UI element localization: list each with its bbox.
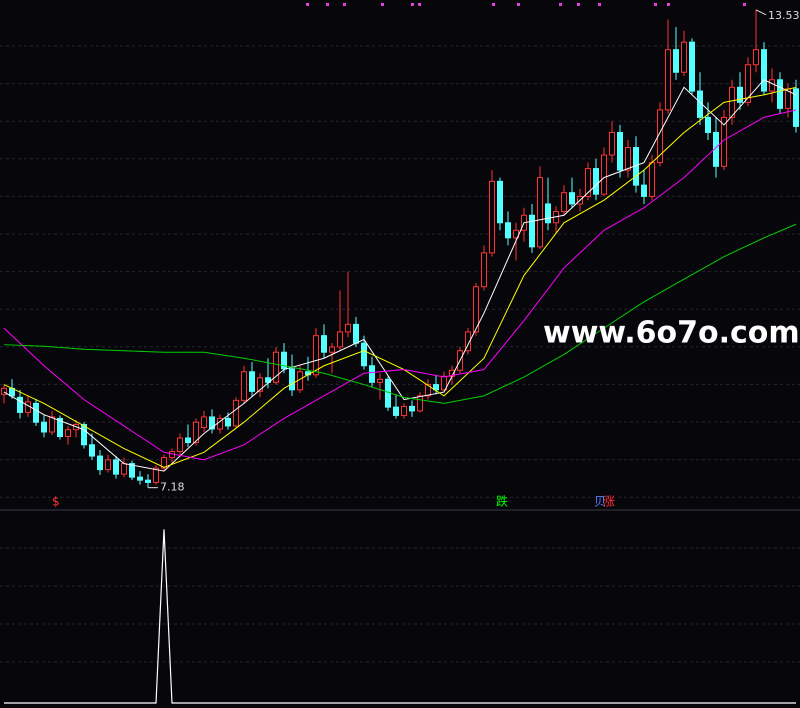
candle-body bbox=[401, 405, 407, 416]
candle-body bbox=[665, 49, 671, 111]
candle-body bbox=[209, 416, 215, 430]
candle-body bbox=[345, 323, 351, 333]
candle-body bbox=[273, 351, 279, 383]
moving-average bbox=[3, 223, 797, 404]
candle-body bbox=[65, 429, 71, 438]
candle-body bbox=[33, 402, 39, 423]
candle-body bbox=[673, 49, 679, 73]
candle-body bbox=[497, 180, 503, 224]
candle-body bbox=[17, 396, 23, 413]
candle-body bbox=[113, 459, 119, 475]
candle-body bbox=[137, 476, 143, 481]
candle-body bbox=[425, 384, 431, 397]
candle-body bbox=[705, 116, 711, 133]
candle-body bbox=[473, 286, 479, 333]
candle-body bbox=[537, 177, 543, 248]
candle-body bbox=[89, 444, 95, 457]
candle-body bbox=[241, 371, 247, 401]
candle-body bbox=[81, 423, 87, 446]
candle-body bbox=[153, 467, 159, 483]
candle-body bbox=[737, 86, 743, 103]
candle-body bbox=[105, 459, 111, 471]
candle-body bbox=[441, 375, 447, 391]
candle-body bbox=[281, 351, 287, 370]
candle-body bbox=[193, 421, 199, 444]
candle-body bbox=[257, 377, 263, 392]
candle-body bbox=[289, 368, 295, 391]
candle-body bbox=[313, 335, 319, 376]
candle-body bbox=[185, 437, 191, 444]
candle-body bbox=[329, 346, 335, 353]
candle-body bbox=[465, 331, 471, 352]
candle-body bbox=[761, 49, 767, 92]
candle-body bbox=[433, 384, 439, 391]
candle-body bbox=[481, 252, 487, 288]
candle-body bbox=[489, 180, 495, 254]
candle-body bbox=[369, 365, 375, 383]
signal-label: 贝 bbox=[594, 495, 606, 509]
candle-body bbox=[793, 88, 799, 127]
candle-body bbox=[41, 421, 47, 433]
candle-body bbox=[409, 405, 415, 412]
candle-body bbox=[617, 131, 623, 171]
candle-body bbox=[233, 399, 239, 427]
candle-body bbox=[689, 41, 695, 92]
candle-body bbox=[353, 323, 359, 344]
candle-body bbox=[769, 79, 775, 92]
candle-body bbox=[625, 147, 631, 171]
candle-body bbox=[593, 168, 599, 195]
candle-body bbox=[545, 203, 551, 224]
candle-body bbox=[729, 86, 735, 118]
high-arrow bbox=[755, 9, 767, 16]
moving-average bbox=[3, 79, 797, 472]
candle-body bbox=[97, 455, 103, 471]
candle-body bbox=[649, 162, 655, 197]
signal-label: 涨 bbox=[603, 494, 615, 509]
candle-body bbox=[529, 214, 535, 248]
candle-body bbox=[681, 41, 687, 73]
candle-body bbox=[177, 437, 183, 453]
candle-body bbox=[1, 387, 7, 395]
candle-body bbox=[201, 416, 207, 428]
candle-body bbox=[265, 377, 271, 383]
candle-body bbox=[321, 335, 327, 353]
candle-body bbox=[609, 131, 615, 156]
candle-body bbox=[641, 184, 647, 197]
candle-body bbox=[145, 479, 151, 483]
candle-body bbox=[777, 79, 783, 109]
candle-body bbox=[337, 331, 343, 348]
candle-body bbox=[129, 463, 135, 478]
candle-body bbox=[249, 371, 255, 392]
candle-body bbox=[505, 222, 511, 239]
candle-body bbox=[49, 416, 55, 433]
candle-body bbox=[585, 168, 591, 197]
candle-body bbox=[753, 49, 759, 66]
low-label: 7.18 bbox=[160, 481, 185, 494]
signal-label: 跌 bbox=[496, 494, 508, 509]
candle-body bbox=[745, 64, 751, 103]
candle-body bbox=[601, 154, 607, 195]
candle-body bbox=[57, 417, 63, 438]
moving-average bbox=[3, 109, 797, 461]
candle-body bbox=[361, 342, 367, 367]
candle-body bbox=[121, 463, 127, 475]
candle-body bbox=[417, 395, 423, 412]
watermark: www.6o7o.com bbox=[543, 316, 800, 351]
candle-body bbox=[377, 378, 383, 383]
candle-body bbox=[225, 417, 231, 427]
candle-body bbox=[393, 406, 399, 416]
indicator-line bbox=[4, 529, 796, 704]
top-markers bbox=[306, 3, 746, 6]
candle-body bbox=[161, 457, 167, 469]
candle-body bbox=[569, 192, 575, 205]
high-label: 13.53 bbox=[768, 9, 800, 22]
signal-label: $ bbox=[52, 495, 60, 509]
candle-body bbox=[561, 192, 567, 212]
